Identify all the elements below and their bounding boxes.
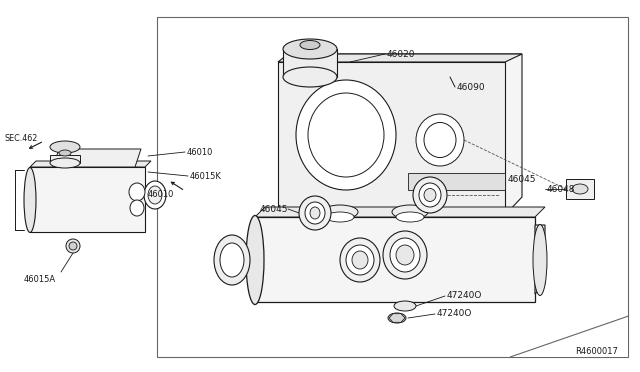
Ellipse shape: [352, 251, 368, 269]
Polygon shape: [288, 54, 522, 215]
Polygon shape: [255, 207, 545, 217]
Text: 46045: 46045: [260, 205, 289, 214]
Ellipse shape: [283, 67, 337, 87]
Polygon shape: [283, 49, 337, 77]
Text: 46015A: 46015A: [24, 276, 56, 285]
Ellipse shape: [419, 183, 441, 207]
Polygon shape: [30, 161, 151, 167]
Ellipse shape: [220, 243, 244, 277]
Ellipse shape: [66, 239, 80, 253]
Ellipse shape: [346, 245, 374, 275]
Ellipse shape: [424, 189, 436, 202]
Polygon shape: [278, 62, 505, 215]
Ellipse shape: [322, 205, 358, 219]
Ellipse shape: [296, 80, 396, 190]
Text: 46090: 46090: [457, 83, 486, 92]
Ellipse shape: [310, 207, 320, 219]
Text: 46010: 46010: [187, 148, 213, 157]
Ellipse shape: [413, 177, 447, 213]
Ellipse shape: [214, 235, 250, 285]
Ellipse shape: [416, 114, 464, 166]
Polygon shape: [255, 217, 535, 302]
Ellipse shape: [340, 238, 380, 282]
Ellipse shape: [305, 202, 325, 224]
Ellipse shape: [50, 141, 80, 153]
Ellipse shape: [246, 215, 264, 305]
Polygon shape: [53, 149, 141, 167]
Ellipse shape: [388, 313, 406, 323]
Polygon shape: [510, 316, 628, 357]
Text: 46020: 46020: [387, 49, 415, 58]
Ellipse shape: [383, 231, 427, 279]
Ellipse shape: [50, 158, 80, 168]
Ellipse shape: [424, 122, 456, 157]
Ellipse shape: [396, 245, 414, 265]
Ellipse shape: [69, 242, 77, 250]
Bar: [566, 179, 594, 199]
Ellipse shape: [533, 224, 547, 295]
Ellipse shape: [299, 196, 331, 230]
Ellipse shape: [283, 39, 337, 59]
Polygon shape: [30, 167, 145, 232]
Ellipse shape: [144, 181, 166, 209]
Ellipse shape: [308, 93, 384, 177]
Bar: [157, 17, 628, 357]
Ellipse shape: [326, 212, 354, 222]
Polygon shape: [50, 155, 80, 163]
Text: 47240O: 47240O: [437, 310, 472, 318]
Polygon shape: [408, 173, 505, 190]
Ellipse shape: [130, 200, 144, 216]
Ellipse shape: [392, 205, 428, 219]
Ellipse shape: [129, 183, 145, 201]
Polygon shape: [535, 225, 545, 294]
Polygon shape: [278, 54, 522, 62]
Text: R4600017: R4600017: [575, 347, 618, 356]
Text: 47240O: 47240O: [447, 292, 483, 301]
Ellipse shape: [394, 301, 416, 311]
Ellipse shape: [390, 238, 420, 272]
Ellipse shape: [59, 150, 71, 156]
Text: 46015K: 46015K: [190, 171, 222, 180]
Ellipse shape: [24, 167, 36, 232]
Text: 46048: 46048: [547, 185, 575, 193]
Text: SEC.462: SEC.462: [4, 134, 37, 142]
Ellipse shape: [300, 41, 320, 49]
Ellipse shape: [148, 186, 162, 204]
Text: 46045: 46045: [508, 174, 536, 183]
Polygon shape: [389, 314, 405, 322]
Ellipse shape: [396, 212, 424, 222]
Text: 46010: 46010: [148, 189, 174, 199]
Ellipse shape: [572, 184, 588, 194]
